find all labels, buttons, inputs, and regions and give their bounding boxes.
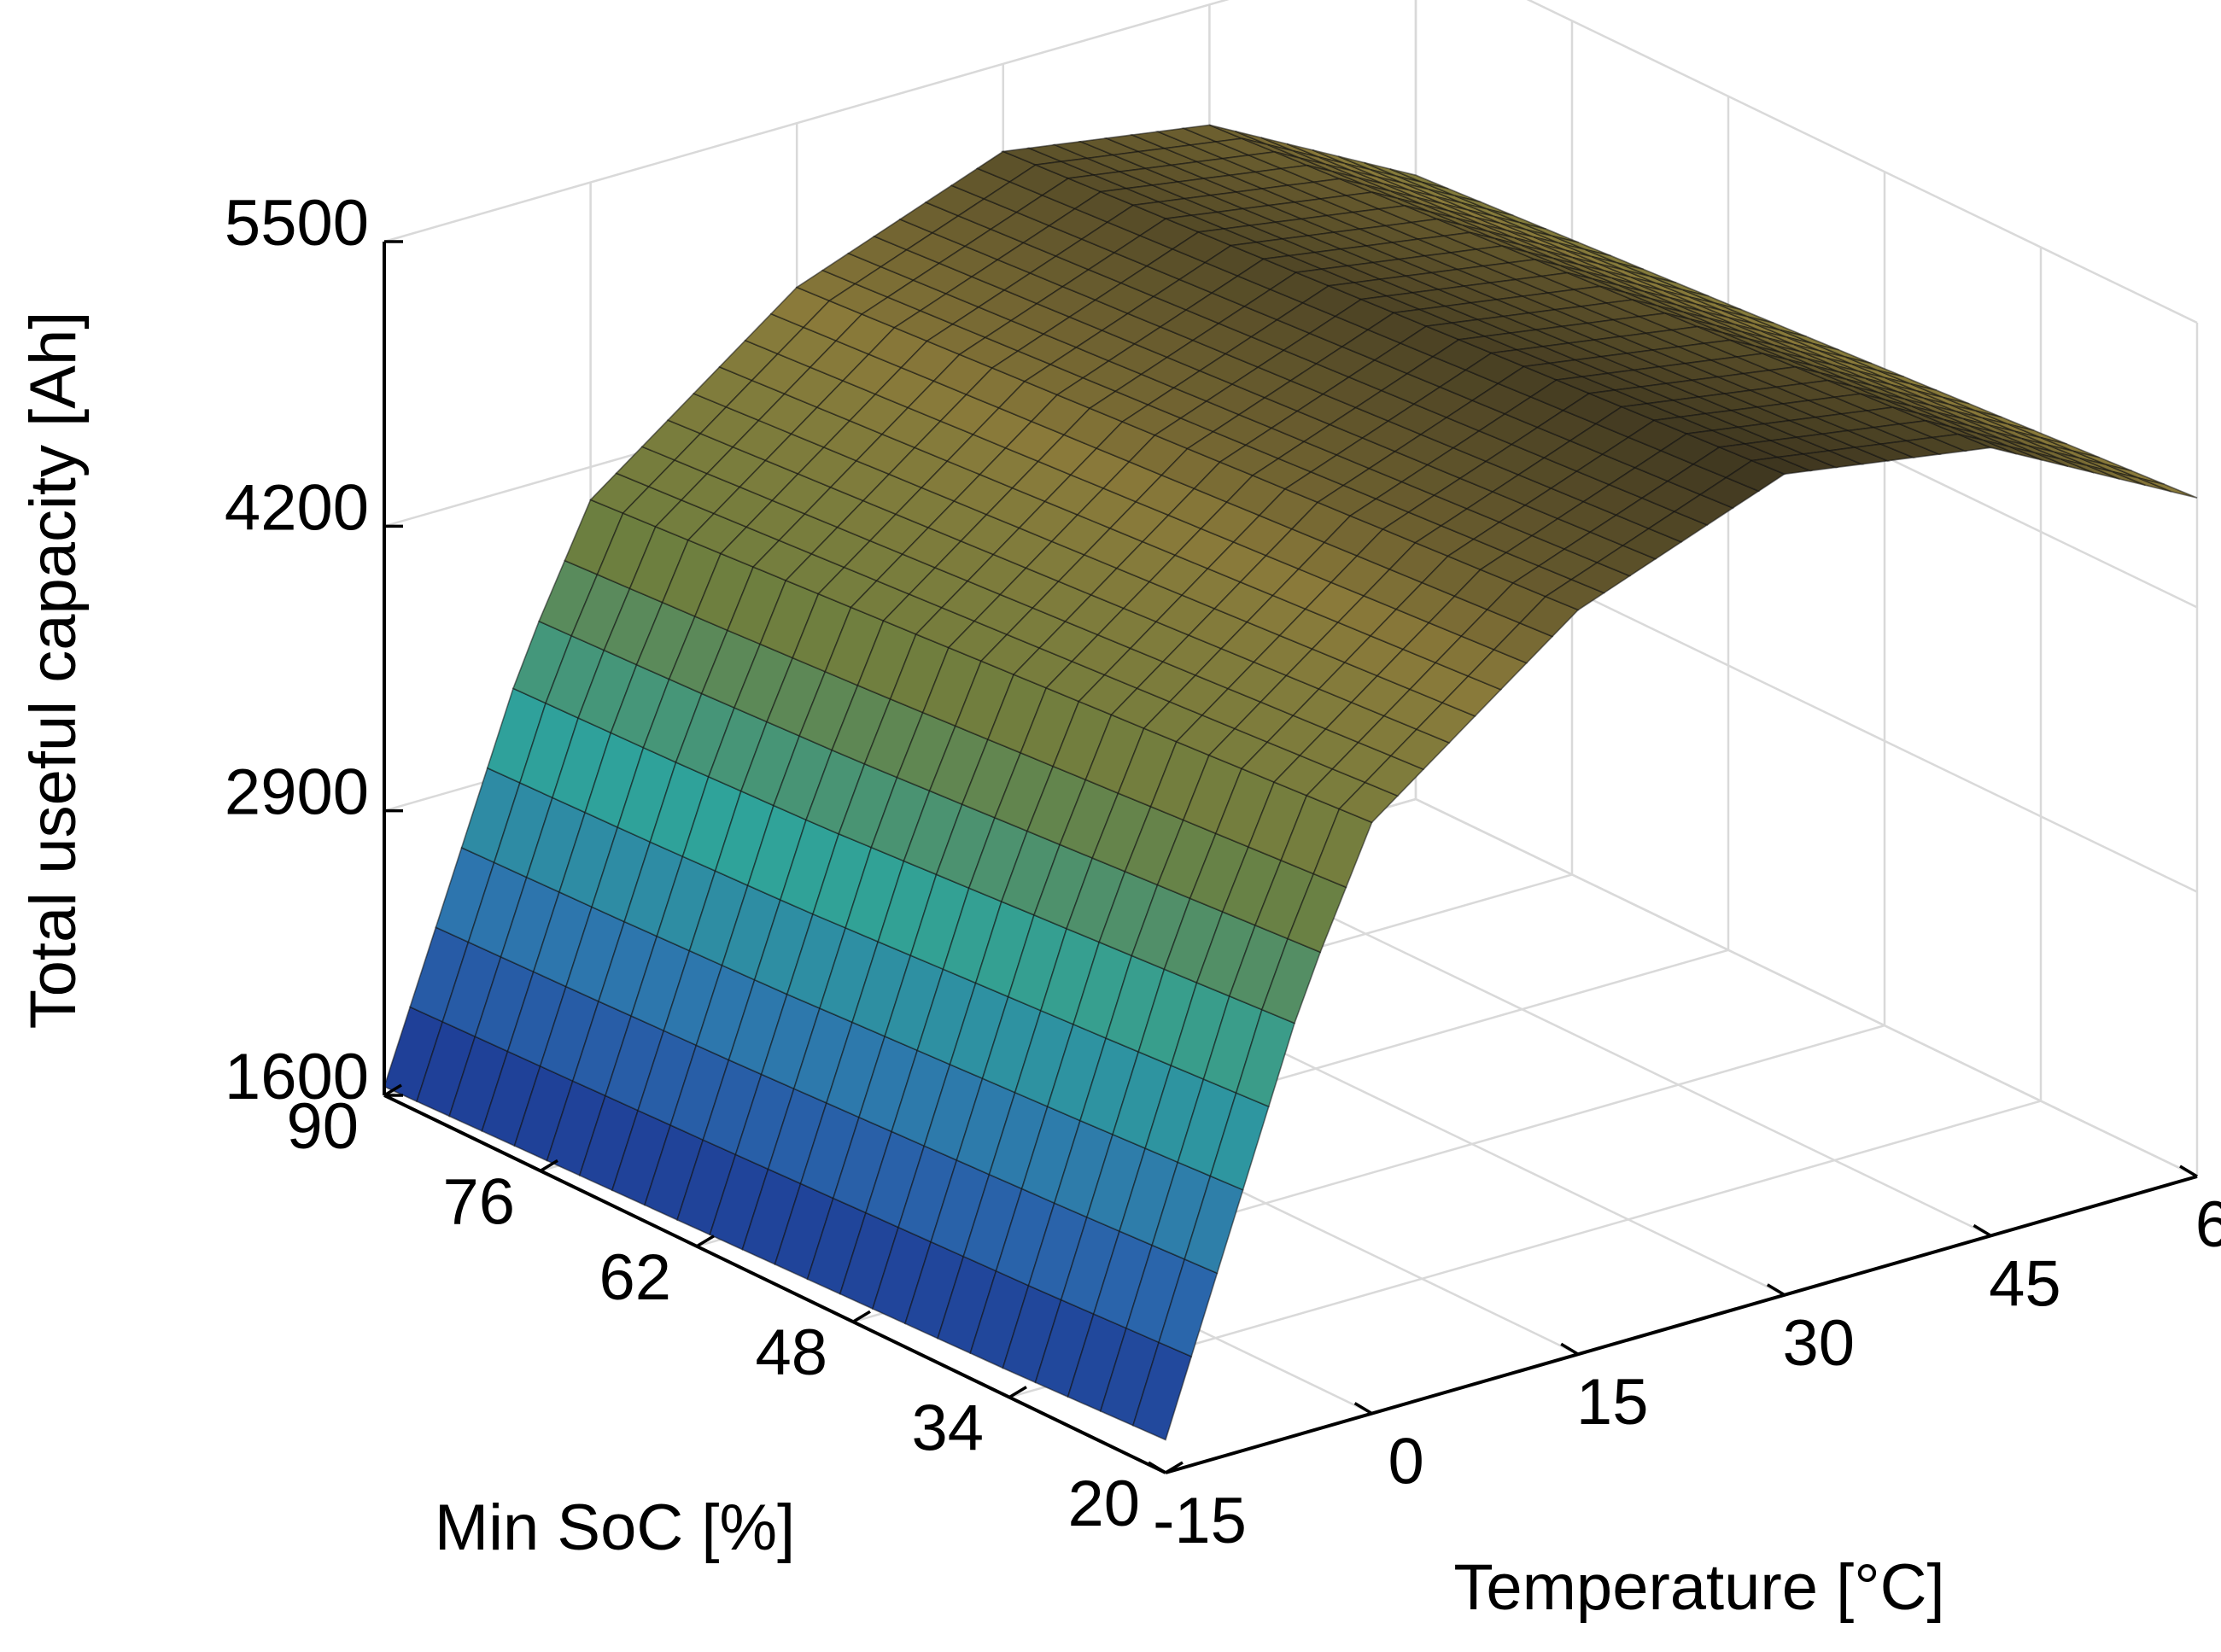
x-tick-mark: [1766, 1283, 1786, 1297]
z-axis-title: Total useful capacity [Ah]: [17, 312, 90, 1030]
x-tick-mark: [1973, 1223, 1992, 1237]
z-tick-label: 2900: [225, 756, 369, 829]
label-layer: 1600 2900 4200 5500 90 76 62 48 34 20-15 0 15 30 45 60…: [17, 187, 2221, 1624]
y-tick-label: 76: [442, 1165, 515, 1238]
y-tick-mark: [696, 1235, 715, 1248]
y-tick-label: 62: [599, 1241, 671, 1314]
x-tick-label: 30: [1783, 1307, 1856, 1380]
x-tick-label: -15: [1153, 1485, 1247, 1557]
y-axis-line: [383, 1094, 1166, 1474]
y-tick-label: 20: [1067, 1468, 1140, 1540]
x-tick-label: 15: [1576, 1366, 1649, 1439]
surface-facet: [2138, 477, 2198, 499]
y-tick-mark: [852, 1310, 871, 1323]
x-tick-mark: [1560, 1342, 1580, 1356]
x-tick-mark: [2179, 1165, 2198, 1178]
wall-grid-line: [1415, 797, 2198, 1178]
z-tick-label: 5500: [225, 187, 369, 260]
surface-layer: [383, 124, 2198, 1441]
x-tick-mark: [1148, 1461, 1166, 1474]
y-tick-mark: [1008, 1386, 1027, 1399]
y-tick-label: 48: [755, 1316, 827, 1389]
wall-grid-line: [383, 0, 1230, 243]
floor-grid-line: [1208, 857, 1991, 1237]
y-tick-mark: [1165, 1461, 1184, 1474]
y-tick-label: 90: [286, 1090, 359, 1163]
axis-layer: [383, 240, 2198, 1474]
x-axis-title: Temperature [°C]: [1453, 1551, 1944, 1624]
y-tick-label: 34: [911, 1392, 984, 1465]
y-tick-mark: [540, 1159, 558, 1172]
x-tick-label: 0: [1388, 1426, 1423, 1498]
x-tick-label: 60: [2195, 1188, 2221, 1261]
z-tick-label: 1600: [225, 1041, 369, 1113]
wall-grid-line: [1526, 0, 2198, 324]
y-axis-title: Min SoC [%]: [435, 1491, 795, 1564]
x-tick-mark: [1353, 1402, 1373, 1416]
y-tick-mark: [383, 1083, 402, 1097]
x-tick-label: 45: [1989, 1247, 2061, 1320]
z-tick-label: 4200: [225, 471, 369, 544]
x-axis-line: [1165, 1175, 2198, 1474]
